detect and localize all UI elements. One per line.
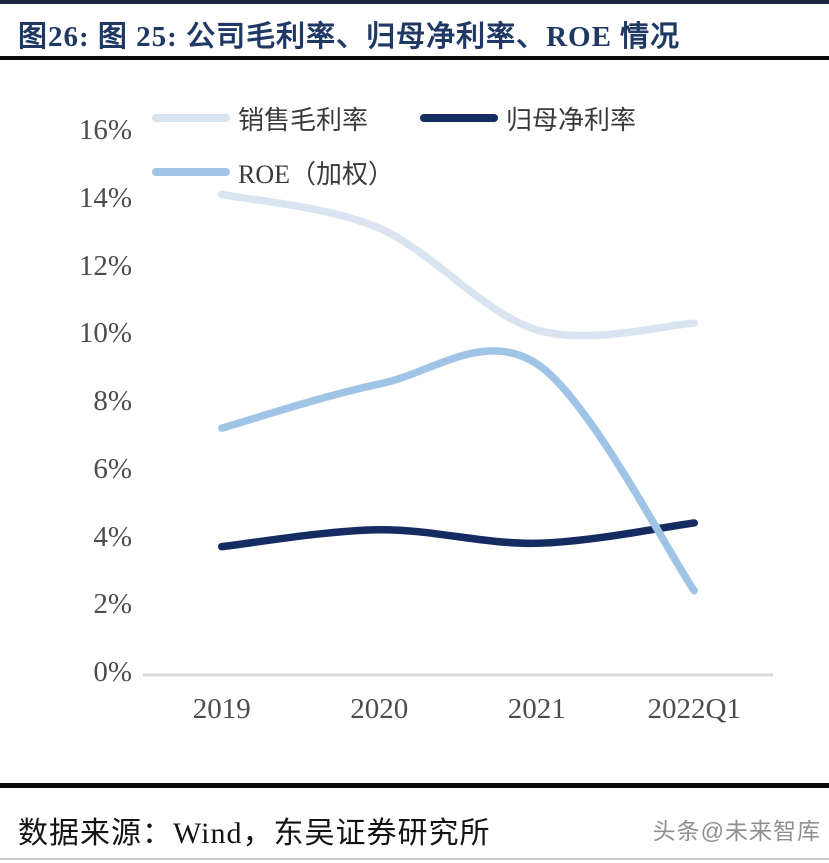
bottom-border-rule — [0, 858, 829, 860]
legend-item-roe: ROE（加权） — [152, 156, 395, 189]
y-tick-label: 14% — [78, 181, 132, 214]
y-tick-label: 4% — [93, 520, 132, 553]
data-source-text: 数据来源：Wind，东吴证券研究所 — [18, 817, 491, 850]
legend-swatch-net-margin — [420, 114, 498, 122]
series-line-1 — [218, 519, 698, 551]
x-tick-label: 2019 — [192, 693, 251, 725]
legend-swatch-gross-margin — [152, 114, 230, 122]
legend-item-net-margin: 归母净利率 — [420, 102, 637, 135]
plot-canvas — [143, 190, 773, 677]
y-tick-label: 6% — [93, 452, 132, 485]
series-line-2 — [218, 347, 698, 595]
title-divider-rule — [0, 56, 829, 60]
legend-label-net-margin: 归母净利率 — [506, 105, 637, 135]
footer-divider-rule — [0, 783, 829, 788]
legend-label-gross-margin: 销售毛利率 — [238, 105, 369, 135]
legend-item-gross-margin: 销售毛利率 — [152, 102, 369, 135]
y-tick-label: 0% — [93, 656, 132, 688]
top-border-rule — [0, 0, 829, 4]
y-tick-label: 2% — [93, 588, 132, 621]
footer-row: 数据来源：Wind，东吴证券研究所 头条@未来智库 — [18, 808, 821, 852]
y-tick-label: 8% — [93, 385, 132, 417]
x-tick-label: 2022Q1 — [647, 693, 741, 725]
series-line-0 — [218, 190, 698, 340]
x-tick-label: 2020 — [350, 693, 409, 725]
figure-title: 图26: 图 25: 公司毛利率、归母净利率、ROE 情况 — [18, 21, 681, 53]
y-tick-label: 12% — [78, 249, 132, 282]
y-tick-label: 16% — [78, 114, 132, 146]
y-tick-label: 10% — [78, 317, 132, 350]
line-chart: 销售毛利率 归母净利率 ROE（加权） 0% 2% 4% 6% 8% 10% 12% 14% 1… — [0, 60, 829, 780]
legend-label-roe: ROE（加权） — [238, 159, 395, 189]
legend-swatch-roe — [152, 168, 230, 176]
x-tick-label: 2021 — [507, 693, 566, 725]
watermark-text: 头条@未来智库 — [652, 818, 821, 844]
